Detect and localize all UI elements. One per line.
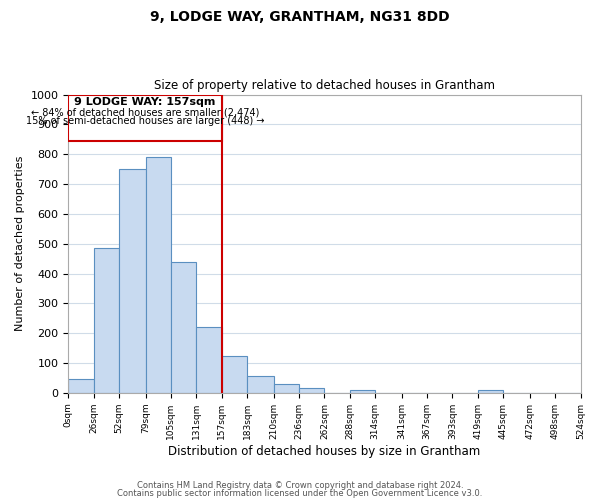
Y-axis label: Number of detached properties: Number of detached properties [15, 156, 25, 332]
Bar [478, 390, 503, 393]
Bar [299, 388, 325, 393]
Text: Contains public sector information licensed under the Open Government Licence v3: Contains public sector information licen… [118, 488, 482, 498]
Bar [350, 390, 375, 393]
Text: ← 84% of detached houses are smaller (2,474): ← 84% of detached houses are smaller (2,… [31, 108, 259, 118]
Text: 9, LODGE WAY, GRANTHAM, NG31 8DD: 9, LODGE WAY, GRANTHAM, NG31 8DD [150, 10, 450, 24]
Bar [119, 169, 146, 393]
Bar [68, 94, 222, 141]
Bar [146, 157, 171, 393]
Text: Contains HM Land Registry data © Crown copyright and database right 2024.: Contains HM Land Registry data © Crown c… [137, 481, 463, 490]
Bar [68, 380, 94, 393]
Title: Size of property relative to detached houses in Grantham: Size of property relative to detached ho… [154, 79, 495, 92]
X-axis label: Distribution of detached houses by size in Grantham: Distribution of detached houses by size … [168, 444, 481, 458]
Text: 15% of semi-detached houses are larger (448) →: 15% of semi-detached houses are larger (… [26, 116, 264, 126]
Bar [196, 327, 222, 393]
Bar [94, 248, 119, 393]
Bar [171, 262, 196, 393]
Bar [274, 384, 299, 393]
Bar [222, 356, 247, 393]
Bar [247, 376, 274, 393]
Text: 9 LODGE WAY: 157sqm: 9 LODGE WAY: 157sqm [74, 97, 216, 107]
